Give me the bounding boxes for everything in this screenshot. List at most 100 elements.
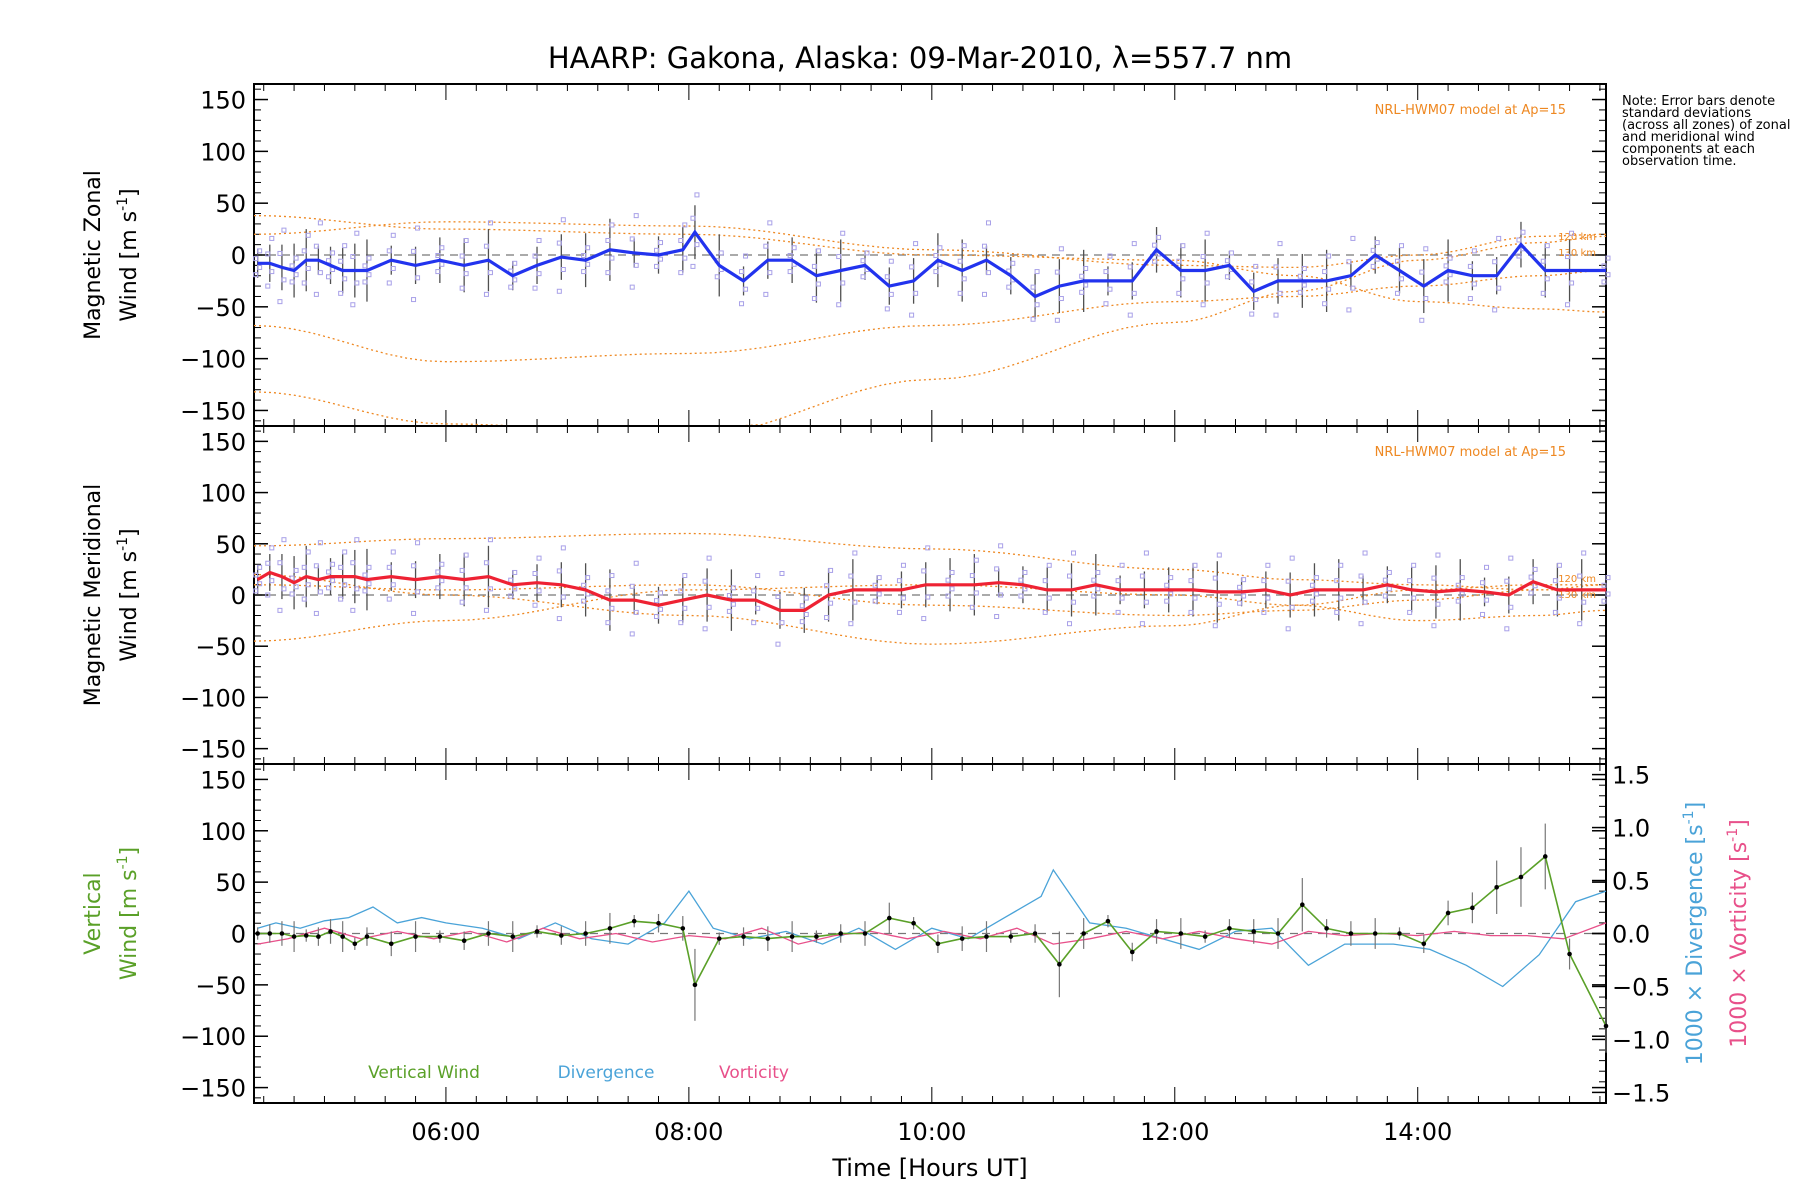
sample-marker [1212,575,1218,581]
vertical-wind-point [340,934,345,939]
sample-marker [487,220,493,226]
sample-marker [633,213,639,219]
sample-marker [1358,621,1364,627]
vertical-wind-point [887,915,892,921]
sample-marker [1285,578,1291,584]
sample-marker [658,606,664,612]
sample-marker [1313,575,1319,581]
sample-marker [1386,569,1392,575]
sample-marker [799,619,805,625]
sample-marker [317,270,323,276]
sample-marker [508,284,514,290]
sample-marker [828,567,834,573]
sample-marker [682,605,688,611]
y-tick-label: 100 [200,818,246,846]
sample-marker [694,192,700,198]
sample-marker [1083,265,1089,271]
sample-marker [1192,595,1198,601]
sample-marker [1079,273,1085,279]
sample-marker [342,549,348,555]
sample-marker [1277,290,1283,296]
vertical-wind-point [1518,874,1524,880]
sample-marker [1071,599,1077,605]
sample-marker [1362,599,1368,605]
sample-marker [1346,307,1352,313]
sample-marker [390,549,396,555]
sample-marker [949,586,955,592]
sample-marker [1188,578,1194,584]
sample-marker [317,589,323,595]
sample-marker [1556,595,1562,601]
sample-marker [1569,230,1575,236]
sample-marker [998,592,1004,598]
sample-marker [884,274,890,280]
sample-marker [609,605,615,611]
sample-marker [1423,296,1429,302]
sample-marker [342,582,348,588]
sample-marker [860,274,866,280]
sample-marker [536,271,542,277]
sample-marker [763,291,769,297]
sample-marker [1520,229,1526,235]
vertical-wind-line [257,855,1607,1027]
sample-marker [277,299,283,305]
sample-marker [1046,595,1052,601]
sample-marker [253,588,259,594]
sample-marker [459,567,465,573]
vertical-wind-point [984,934,989,939]
sample-marker [293,567,299,573]
sample-marker [791,245,797,251]
vertical-wind-point [716,936,722,941]
sample-marker [330,250,336,256]
sample-marker [1411,562,1417,568]
y-tick-label: 100 [200,480,246,508]
sample-marker [1370,247,1376,253]
sample-marker [1204,230,1210,236]
vertical-wind-point [607,926,613,931]
sample-marker [743,286,749,292]
sample-marker [755,605,761,611]
sample-marker [350,560,356,566]
sample-marker [483,243,489,249]
sample-marker [439,261,445,267]
sample-marker [1508,555,1514,561]
sample-marker [1010,260,1016,266]
sample-marker [1091,593,1097,599]
sample-marker [1018,577,1024,583]
sample-marker [751,588,757,594]
y-tick-label: −150 [180,736,246,764]
sample-marker [1309,582,1315,588]
vertical-wind-point [1372,931,1378,936]
sample-marker [913,241,919,247]
sample-marker [1601,598,1607,604]
sample-marker [350,607,356,613]
sample-marker [265,283,271,289]
sample-marker [1544,276,1550,282]
sample-marker [1407,578,1413,584]
vertical-wind-point [692,982,698,988]
vertical-wind-point [1421,941,1427,947]
sample-marker [726,593,732,599]
vertical-wind-point [911,920,916,926]
vertical-wind-point [1275,931,1281,936]
sample-marker [354,586,360,592]
sample-marker [1480,611,1486,617]
sample-marker [1601,279,1607,285]
model-curve [253,573,1606,645]
sample-marker [860,258,866,264]
y-tick-label: 0 [231,582,246,610]
sample-marker [961,276,967,282]
vertical-wind-point [1567,951,1572,957]
sample-marker [730,585,736,591]
sample-marker [581,253,587,259]
sample-marker [751,620,757,626]
sample-marker [362,588,368,594]
sample-marker [1237,584,1243,590]
x-tick-label: 10:00 [897,1118,966,1146]
sample-marker [1067,621,1073,627]
sample-marker [362,263,368,269]
sample-marker [330,561,336,567]
sample-marker [1241,577,1247,583]
sample-marker [726,608,732,614]
sample-marker [739,269,745,275]
